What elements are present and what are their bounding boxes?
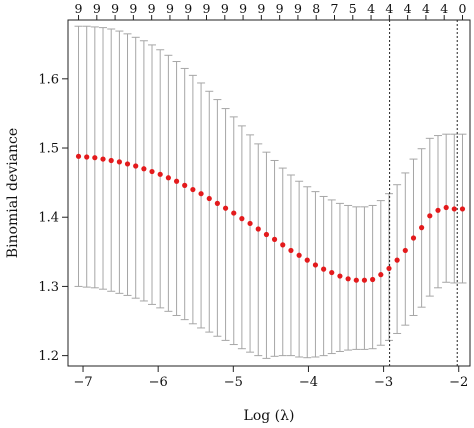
deviance-point xyxy=(394,257,400,263)
deviance-point xyxy=(149,168,155,175)
deviance-point xyxy=(337,273,343,279)
data-points xyxy=(75,153,466,283)
deviance-point xyxy=(329,269,335,276)
top-axis-label: 0 xyxy=(459,1,467,16)
y-tick-label: 1.4 xyxy=(38,211,59,226)
y-tick-label: 1.3 xyxy=(38,280,59,295)
deviance-point xyxy=(165,175,171,181)
top-axis-label: 9 xyxy=(257,1,265,16)
deviance-point xyxy=(157,171,163,177)
deviance-point xyxy=(296,252,302,258)
y-tick-label: 1.6 xyxy=(38,72,59,87)
deviance-point xyxy=(92,155,98,161)
top-axis-label: 9 xyxy=(129,1,137,16)
x-tick-label: −3 xyxy=(374,375,393,390)
deviance-point xyxy=(190,186,196,193)
deviance-point xyxy=(435,207,441,213)
deviance-point xyxy=(312,262,319,268)
deviance-point xyxy=(361,277,368,283)
deviance-point xyxy=(198,191,204,197)
deviance-point xyxy=(410,235,417,241)
deviance-point xyxy=(231,210,237,216)
deviance-point xyxy=(182,182,188,188)
x-tick-label: −6 xyxy=(149,375,168,390)
y-tick-label: 1.5 xyxy=(38,142,59,157)
x-tick-label: −4 xyxy=(299,375,318,390)
deviance-point xyxy=(141,166,147,172)
y-axis-title: Binomial deviance xyxy=(5,128,21,258)
top-axis-label: 9 xyxy=(276,1,284,16)
deviance-point xyxy=(206,195,212,202)
plot-frame xyxy=(67,19,471,367)
deviance-point xyxy=(370,276,376,283)
deviance-point xyxy=(247,220,253,227)
deviance-point xyxy=(419,225,425,231)
deviance-point xyxy=(402,247,408,254)
top-axis-label: 9 xyxy=(184,1,192,16)
top-axis-label: 9 xyxy=(148,1,156,16)
deviance-point xyxy=(378,272,384,278)
top-axis-label: 4 xyxy=(422,1,430,16)
top-axis-label: 4 xyxy=(440,1,448,16)
deviance-point xyxy=(459,206,466,212)
top-axis-label: 9 xyxy=(111,1,119,16)
deviance-point xyxy=(124,161,131,167)
top-axis-label: 9 xyxy=(93,1,101,16)
top-axis-label: 8 xyxy=(312,1,320,16)
top-axis-label: 7 xyxy=(331,1,339,16)
deviance-point xyxy=(108,157,114,164)
deviance-point xyxy=(271,236,278,242)
x-axis-title: Log (λ) xyxy=(244,408,295,424)
deviance-point xyxy=(222,205,229,211)
deviance-point xyxy=(451,206,457,212)
x-tick-label: −2 xyxy=(449,375,468,390)
deviance-point xyxy=(304,257,310,263)
deviance-point xyxy=(386,265,392,272)
error-bars xyxy=(74,25,467,359)
deviance-point xyxy=(353,277,359,283)
deviance-point xyxy=(443,204,449,211)
x-tick-label: −5 xyxy=(224,375,243,390)
deviance-point xyxy=(263,231,270,238)
y-tick-label: 1.2 xyxy=(38,349,59,364)
deviance-point xyxy=(427,213,433,219)
top-axis-label: 4 xyxy=(367,1,375,16)
top-axis-label: 9 xyxy=(221,1,229,16)
deviance-point xyxy=(280,242,286,248)
deviance-point xyxy=(75,153,82,159)
x-tick-label: −7 xyxy=(73,375,92,390)
deviance-point xyxy=(173,178,180,184)
deviance-point xyxy=(133,163,139,169)
deviance-point xyxy=(321,266,327,272)
deviance-point xyxy=(116,159,122,165)
deviance-point xyxy=(100,156,106,162)
deviance-point xyxy=(345,276,351,282)
top-axis-label: 9 xyxy=(75,1,83,16)
deviance-point xyxy=(214,200,220,206)
top-axis-label: 4 xyxy=(404,1,412,16)
deviance-point xyxy=(255,226,261,232)
top-axis-label: 9 xyxy=(239,1,247,16)
top-axis-label: 5 xyxy=(349,1,357,16)
top-axis-label: 9 xyxy=(203,1,211,16)
top-axis-label: 9 xyxy=(294,1,302,16)
deviance-point xyxy=(288,247,294,254)
reference-lines xyxy=(389,20,458,366)
deviance-point xyxy=(84,154,90,160)
deviance-point xyxy=(239,216,245,222)
axes: −7 −6 −5 −4 −3 −2 1.2 1.3 1.4 1.5 1.6 xyxy=(38,19,471,390)
top-axis-label: 9 xyxy=(166,1,174,16)
top-axis-label: 4 xyxy=(385,1,393,16)
